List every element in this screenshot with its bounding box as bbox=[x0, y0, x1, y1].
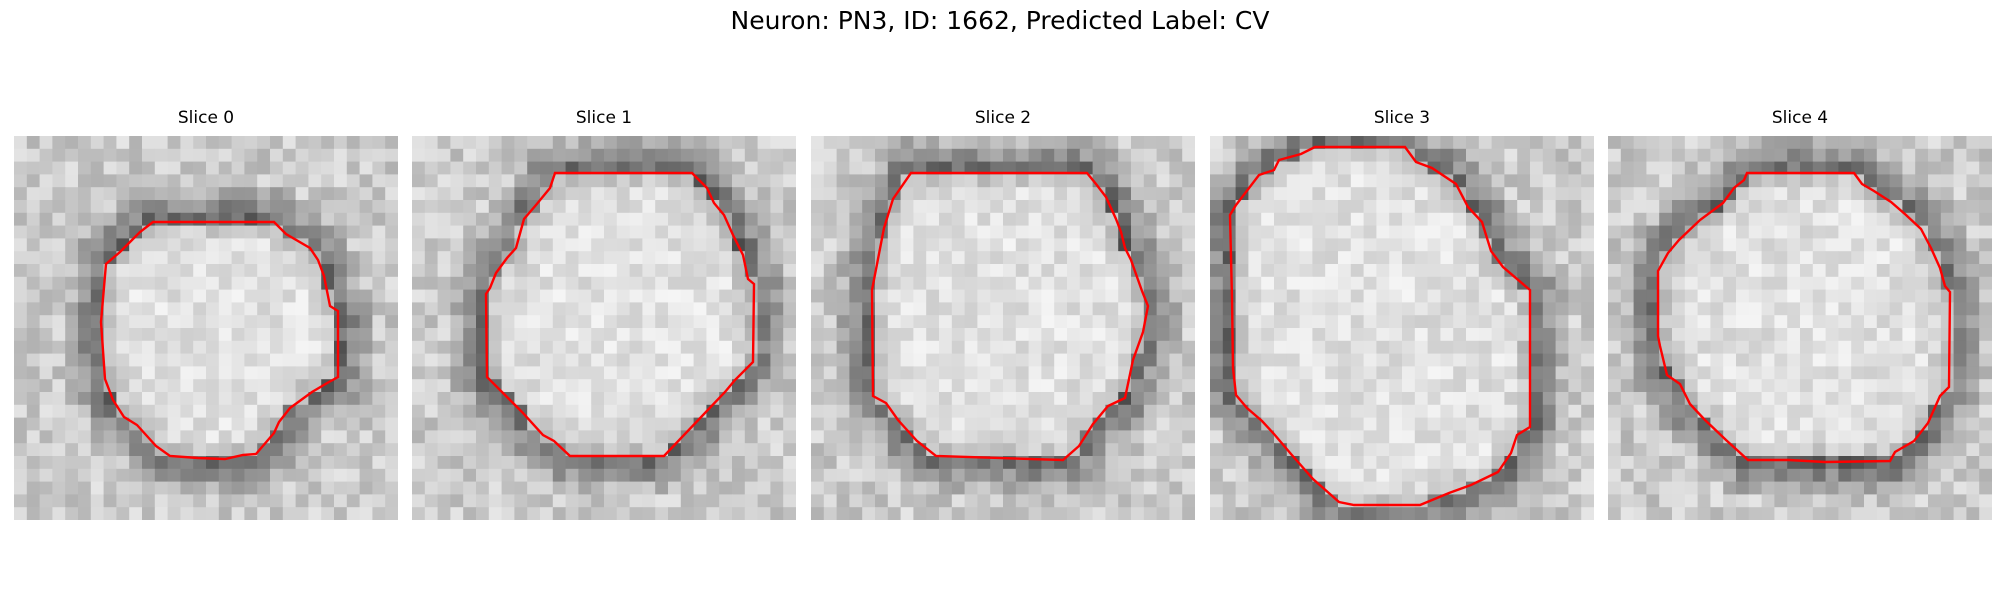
figure-title: Neuron: PN3, ID: 1662, Predicted Label: … bbox=[730, 6, 1270, 35]
slice-title: Slice 0 bbox=[177, 108, 235, 128]
slice-image bbox=[1608, 136, 1992, 520]
cell-contour bbox=[484, 171, 756, 458]
slice-title: Slice 3 bbox=[1373, 108, 1431, 128]
slice-panel-0: Slice 0 bbox=[14, 108, 398, 523]
slice-panel-1: Slice 1 bbox=[412, 108, 796, 523]
slice-image bbox=[811, 136, 1195, 520]
slice-title: Slice 1 bbox=[575, 108, 633, 128]
slice-image bbox=[412, 136, 796, 520]
cell-contour bbox=[870, 171, 1150, 462]
slice-image bbox=[14, 136, 398, 520]
slice-panel-3: Slice 3 bbox=[1210, 108, 1594, 523]
slice-title: Slice 2 bbox=[974, 108, 1032, 128]
cell-contour bbox=[1228, 145, 1532, 507]
slice-image bbox=[1210, 136, 1594, 520]
slice-panel-2: Slice 2 bbox=[811, 108, 1195, 523]
cell-contour bbox=[99, 220, 340, 461]
cell-contour bbox=[1656, 171, 1952, 464]
slice-title: Slice 4 bbox=[1771, 108, 1829, 128]
slice-panel-4: Slice 4 bbox=[1608, 108, 1992, 523]
